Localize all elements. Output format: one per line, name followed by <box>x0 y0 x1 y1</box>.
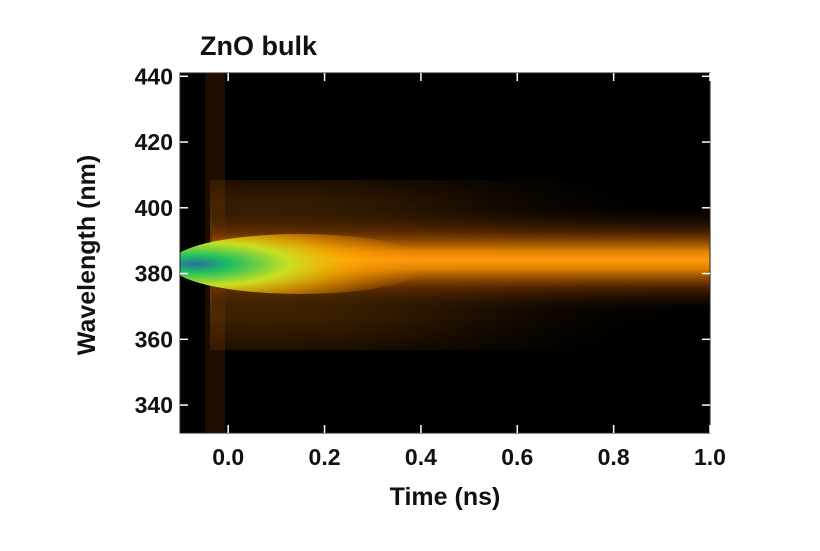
plot-frame <box>179 72 711 434</box>
y-tick-label: 420 <box>135 129 173 155</box>
x-tick-label: 1.0 <box>694 444 726 470</box>
x-tick-label: 0.0 <box>212 444 244 470</box>
x-tick-label: 0.4 <box>405 444 437 470</box>
x-axis-label: Time (ns) <box>390 483 501 511</box>
chart-title: ZnO bulk <box>200 31 318 61</box>
y-tick-label: 400 <box>135 195 173 221</box>
heatmap-image <box>180 73 710 433</box>
y-axis-label: Wavelength (nm) <box>73 155 101 355</box>
x-tick-label: 0.2 <box>309 444 341 470</box>
y-tick-label: 380 <box>135 261 173 287</box>
x-tick-label: 0.6 <box>501 444 533 470</box>
y-tick-label: 340 <box>135 392 173 418</box>
x-tick-label: 0.8 <box>598 444 630 470</box>
y-tick-label: 440 <box>135 63 173 89</box>
y-tick-label: 360 <box>135 326 173 352</box>
